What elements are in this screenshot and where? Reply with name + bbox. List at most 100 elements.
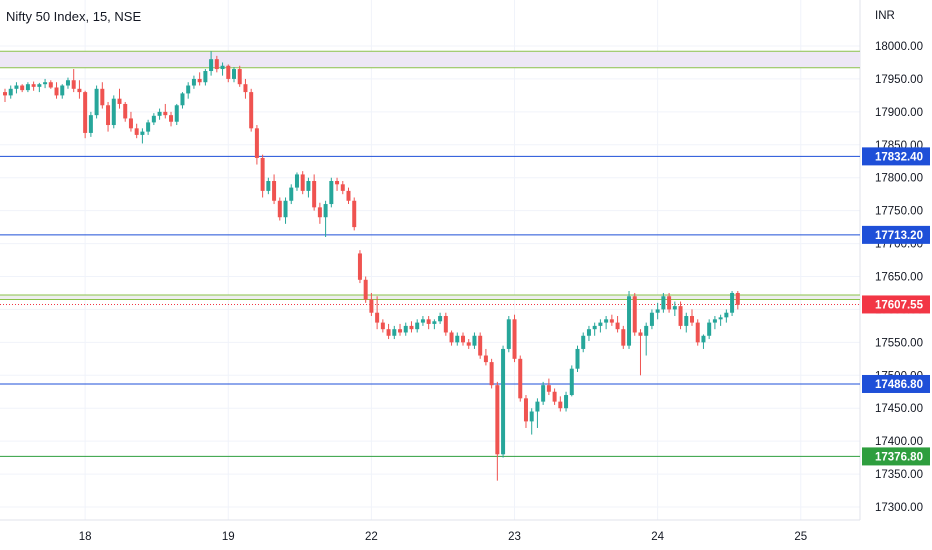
- candle: [186, 82, 191, 99]
- time-axis[interactable]: 18 19 22 23 24 25: [79, 531, 807, 543]
- candle-body: [151, 115, 156, 123]
- candle: [94, 85, 99, 119]
- candle-body: [323, 204, 328, 218]
- candle: [3, 88, 7, 102]
- candle: [523, 395, 528, 428]
- candle: [712, 316, 717, 330]
- candle: [146, 119, 151, 135]
- candle-body: [140, 131, 145, 135]
- candle-body: [621, 329, 626, 346]
- candle: [621, 325, 626, 349]
- candle: [386, 323, 391, 340]
- candle-body: [83, 92, 88, 133]
- candle-body: [695, 322, 700, 343]
- candle: [644, 322, 649, 356]
- candle: [690, 309, 694, 326]
- candle: [363, 276, 368, 303]
- candle: [48, 80, 53, 89]
- candle: [506, 316, 511, 353]
- candle: [615, 316, 620, 333]
- candle: [512, 314, 517, 363]
- candle-body: [14, 85, 19, 89]
- x-tick-label: 22: [365, 531, 378, 543]
- candle-body: [117, 98, 122, 104]
- candle: [730, 290, 735, 317]
- candle-body: [111, 98, 116, 126]
- candle-body: [529, 411, 534, 422]
- horizontal-levels: [0, 155, 860, 457]
- candle: [300, 171, 305, 195]
- price-badge: [862, 374, 930, 393]
- candle: [346, 187, 351, 205]
- candle-body: [283, 200, 288, 218]
- candle-body: [586, 329, 591, 336]
- price-badge-label: 17486.80: [875, 379, 923, 391]
- y-tick-label: 17950.00: [875, 74, 923, 86]
- price-badge-label: 17607.55: [875, 299, 924, 311]
- candle: [558, 396, 563, 412]
- candle: [100, 82, 105, 109]
- candle: [375, 296, 380, 330]
- x-tick-label: 23: [508, 531, 521, 543]
- candle: [117, 88, 122, 109]
- candle: [667, 292, 672, 313]
- candle: [157, 108, 162, 120]
- candle: [678, 301, 683, 330]
- candle-body: [100, 88, 105, 106]
- x-tick-label: 25: [794, 531, 807, 543]
- candle: [174, 103, 179, 126]
- candle-body: [712, 319, 717, 323]
- candle-body: [604, 319, 609, 323]
- candle: [335, 177, 340, 191]
- candle: [518, 355, 523, 402]
- currency-label: INR: [875, 10, 895, 22]
- candle: [529, 408, 534, 435]
- candle-body: [483, 355, 488, 363]
- candle-body: [466, 342, 471, 346]
- candle: [449, 330, 454, 346]
- candle: [472, 332, 477, 349]
- candle: [478, 332, 483, 359]
- candle: [438, 312, 443, 324]
- candle: [638, 329, 643, 376]
- candle: [627, 290, 632, 349]
- candle-body: [335, 181, 340, 185]
- candle-body: [254, 128, 259, 158]
- candle: [214, 55, 219, 73]
- candle-body: [237, 69, 242, 85]
- candle-body: [701, 335, 706, 343]
- candle-body: [449, 332, 454, 343]
- candle: [575, 345, 580, 372]
- candle: [289, 184, 294, 205]
- candle-body: [209, 59, 214, 72]
- candle-body: [724, 312, 729, 318]
- price-badges: 17832.40 17713.20 17486.80 17376.80 17607.55: [862, 147, 930, 466]
- candle: [254, 125, 259, 165]
- candle-body: [535, 401, 540, 412]
- candle-body: [106, 105, 111, 126]
- candle: [695, 319, 700, 346]
- candle-body: [667, 296, 672, 310]
- candle: [323, 200, 328, 237]
- candle: [466, 339, 471, 349]
- price-axis[interactable]: INR 18000.0017950.0017900.0017850.001780…: [875, 10, 923, 514]
- candle: [552, 388, 557, 405]
- candle-body: [43, 82, 48, 85]
- candle-body: [71, 80, 76, 89]
- y-tick-label: 17550.00: [875, 337, 923, 349]
- candle-body: [684, 316, 689, 326]
- x-tick-label: 24: [651, 531, 664, 543]
- candle-body: [8, 88, 13, 96]
- candle-body: [380, 322, 385, 330]
- candle-body: [478, 335, 483, 356]
- candle: [403, 322, 408, 336]
- candle: [443, 312, 448, 336]
- candle-body: [169, 115, 174, 122]
- candle: [312, 174, 317, 211]
- candle: [569, 365, 574, 397]
- candle-body: [369, 299, 374, 313]
- candle: [655, 302, 660, 320]
- y-tick-label: 18000.00: [875, 41, 923, 53]
- candle-body: [243, 84, 248, 93]
